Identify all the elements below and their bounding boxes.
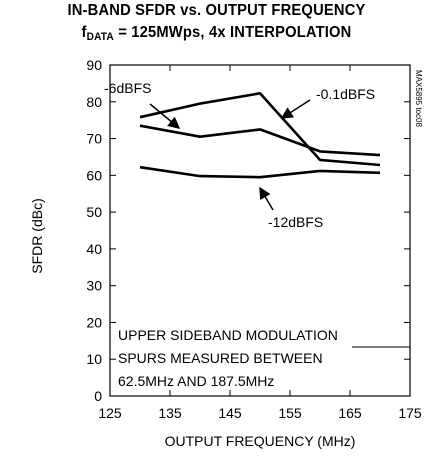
figure-code: MAX5895 toc08 <box>414 70 423 127</box>
x-tick-label: 125 <box>98 405 122 421</box>
x-tick-label: 145 <box>218 405 242 421</box>
annotation-line: SPURS MEASURED BETWEEN <box>118 350 323 366</box>
y-tick-label: 30 <box>86 278 102 294</box>
chart-title-line-1: IN-BAND SFDR vs. OUTPUT FREQUENCY <box>67 2 366 19</box>
y-tick-label: 90 <box>86 57 102 73</box>
series-label-arrow <box>149 103 181 129</box>
title-subscript: DATA <box>86 31 114 43</box>
y-axis-label: SFDR (dBc) <box>29 198 45 273</box>
y-ticks: 0 10 20 30 40 50 60 70 80 90 <box>86 57 410 404</box>
x-ticks: 125 135 145 155 165 175 <box>98 65 422 421</box>
title-rest: = 125MWps, 4x INTERPOLATION <box>113 24 352 41</box>
y-tick-label: 0 <box>94 388 102 404</box>
series-label: -12dBFS <box>268 214 323 230</box>
y-tick-label: 60 <box>86 167 102 183</box>
x-tick-label: 155 <box>278 405 302 421</box>
series-line <box>139 92 381 167</box>
series-line <box>139 124 381 157</box>
y-tick-label: 40 <box>86 241 102 257</box>
series-label-arrow <box>259 186 274 211</box>
series-label: -6dBFS <box>104 80 151 96</box>
series-label: -0.1dBFS <box>316 86 375 102</box>
chart-title-line-2: fDATA = 125MWps, 4x INTERPOLATION <box>17 24 415 43</box>
y-tick-label: 70 <box>86 131 102 147</box>
x-tick-label: 175 <box>398 405 422 421</box>
plot-border <box>109 64 411 397</box>
x-tick-label: 135 <box>158 405 182 421</box>
series-label-arrow <box>280 99 311 119</box>
x-axis-label: OUTPUT FREQUENCY (MHz) <box>165 433 356 449</box>
title-f: f <box>81 24 87 41</box>
plot-frame <box>109 64 411 397</box>
series-lines <box>139 92 381 179</box>
y-tick-label: 20 <box>86 314 102 330</box>
x-tick-label: 165 <box>338 405 362 421</box>
y-tick-label: 10 <box>86 351 102 367</box>
series-line <box>139 165 381 179</box>
annotation-line: 62.5MHz AND 187.5MHz <box>118 373 274 389</box>
y-tick-label: 50 <box>86 204 102 220</box>
y-tick-label: 80 <box>86 94 102 110</box>
annotation: UPPER SIDEBAND MODULATION SPURS MEASURED … <box>118 327 410 389</box>
annotation-line: UPPER SIDEBAND MODULATION <box>118 327 338 343</box>
series-labels: -6dBFS -0.1dBFS -12dBFS <box>104 80 375 230</box>
